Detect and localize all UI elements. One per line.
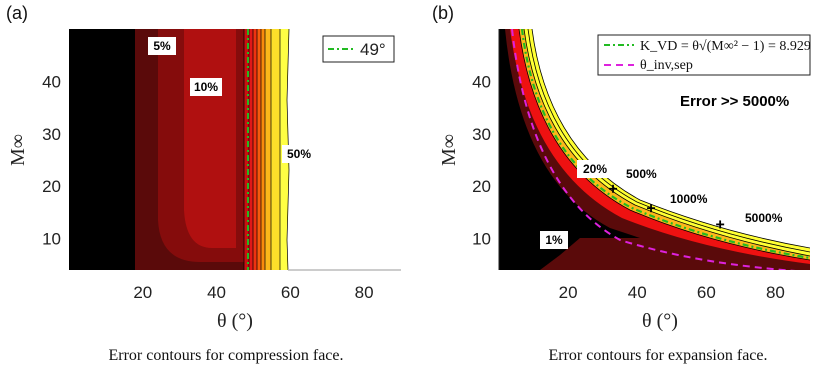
kvd-curve bbox=[520, 29, 810, 260]
contour-label-5pct: 5% bbox=[153, 39, 171, 53]
panel-a-xtick-60: 60 bbox=[281, 283, 300, 302]
legend-item-kvd: K_VD = θ√(M∞² − 1) = 8.929 bbox=[640, 39, 811, 54]
panel-a-legend: 49° bbox=[322, 35, 395, 63]
panel-a-caption: Error contours for compression face. bbox=[108, 347, 343, 364]
panel-b-ytick-10: 10 bbox=[472, 230, 491, 249]
contour-label-10pct: 10% bbox=[194, 80, 218, 94]
legend-item-49: 49° bbox=[360, 40, 386, 59]
panel-b-label: (b) bbox=[432, 3, 454, 23]
contour-label-50pct: 50% bbox=[287, 147, 311, 161]
panel-b-annotation: Error >> 5000% bbox=[680, 93, 789, 110]
panel-b-xtick-60: 60 bbox=[697, 283, 716, 302]
panel-b-xlabel: θ (°) bbox=[642, 310, 678, 332]
panel-a: (a) bbox=[6, 3, 401, 364]
panel-b-markers bbox=[609, 184, 725, 229]
panel-b-xtick-40: 40 bbox=[628, 283, 647, 302]
panel-a-ytick-40: 40 bbox=[42, 72, 61, 91]
panel-a-ylabel: M∞ bbox=[7, 134, 29, 166]
panel-a-ytick-20: 20 bbox=[42, 177, 61, 196]
region-red-10pct bbox=[184, 29, 236, 248]
contour-label-20pct: 20% bbox=[583, 162, 607, 176]
marker-point-3 bbox=[716, 220, 725, 229]
panel-a-ytick-10: 10 bbox=[42, 230, 61, 249]
panel-b: (b) bbox=[432, 3, 811, 364]
panel-a-axes: 20 40 60 80 10 20 30 40 bbox=[42, 72, 373, 302]
panel-a-xtick-20: 20 bbox=[133, 283, 152, 302]
marker-point-1 bbox=[609, 184, 618, 193]
contour-label-1000pct: 1000% bbox=[670, 192, 708, 206]
panel-b-ytick-40: 40 bbox=[472, 72, 491, 91]
contour-label-500pct: 500% bbox=[626, 167, 657, 181]
panel-a-contour-labels: 5% 10% 50% bbox=[148, 37, 316, 163]
panel-b-ytick-30: 30 bbox=[472, 125, 491, 144]
panel-b-ytick-20: 20 bbox=[472, 177, 491, 196]
panel-b-xtick-20: 20 bbox=[559, 283, 578, 302]
contour-label-5000pct: 5000% bbox=[745, 211, 783, 225]
panel-a-xtick-40: 40 bbox=[207, 283, 226, 302]
panel-b-contour-labels: 1% 20% 500% 1000% 5000% bbox=[540, 160, 783, 249]
region-black bbox=[69, 29, 135, 270]
panel-b-ylabel: M∞ bbox=[438, 134, 460, 166]
panel-b-caption: Error contours for expansion face. bbox=[548, 347, 767, 364]
panel-b-legend: K_VD = θ√(M∞² − 1) = 8.929 θ_inv,sep bbox=[597, 34, 811, 76]
legend-item-theta-inv-sep: θ_inv,sep bbox=[640, 58, 693, 73]
panel-b-axes: 20 40 60 80 10 20 30 40 bbox=[472, 72, 785, 302]
theta-inv-sep-curve bbox=[511, 29, 796, 270]
panel-a-contours bbox=[69, 29, 401, 270]
panel-b-xtick-80: 80 bbox=[766, 283, 785, 302]
marker-point-2 bbox=[647, 204, 656, 213]
contour-label-1pct: 1% bbox=[545, 233, 563, 247]
panel-a-label: (a) bbox=[6, 3, 28, 23]
panel-a-ytick-30: 30 bbox=[42, 125, 61, 144]
panel-a-xlabel: θ (°) bbox=[217, 310, 253, 332]
panel-a-xtick-80: 80 bbox=[355, 283, 374, 302]
